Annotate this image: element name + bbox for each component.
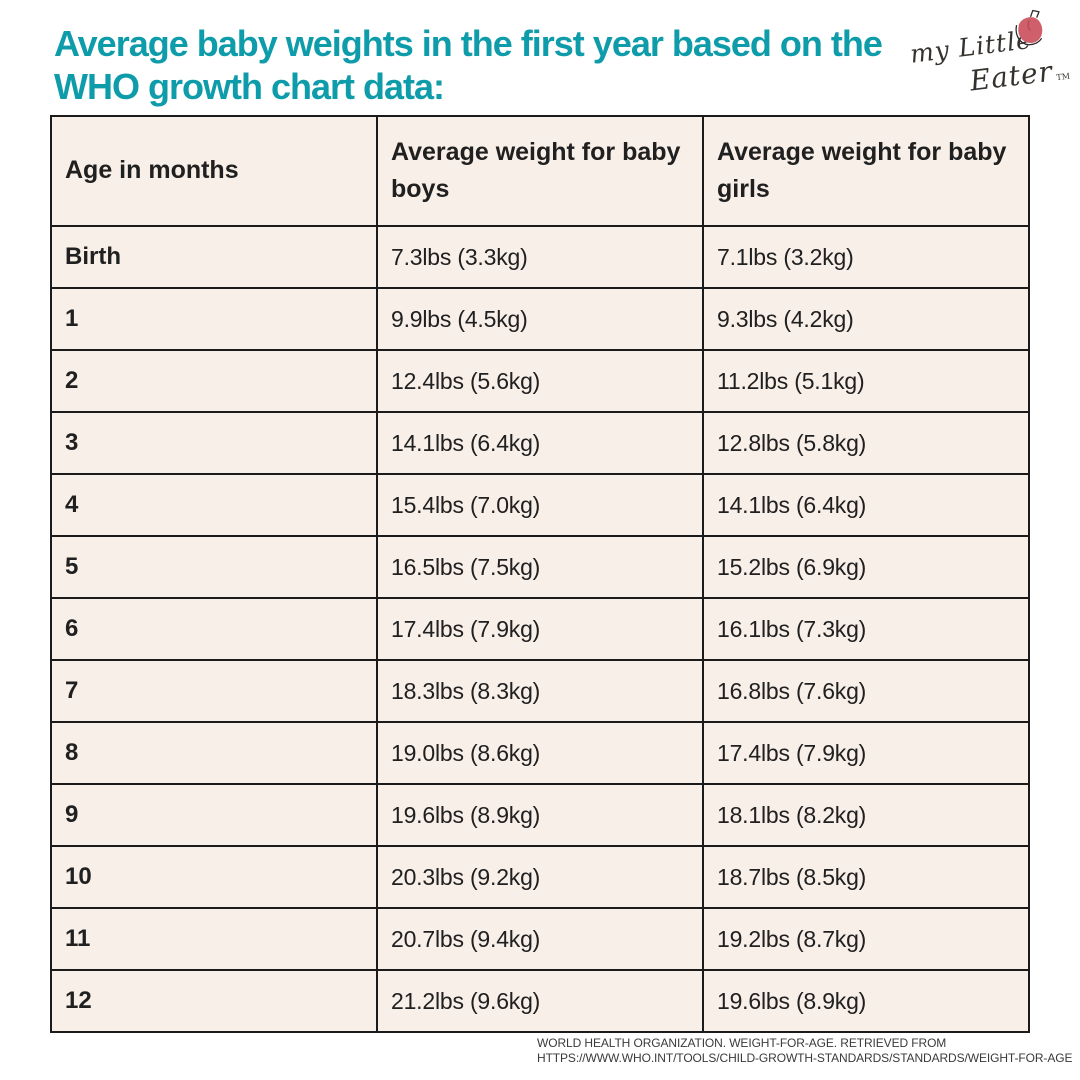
age-cell: 6	[50, 597, 378, 661]
girls-weight-cell: 14.1lbs (6.4kg)	[702, 473, 1030, 537]
age-cell: Birth	[50, 225, 378, 289]
table-row: 1 9.9lbs (4.5kg) 9.3lbs (4.2kg)	[50, 287, 1030, 351]
baby-weights-table: Age in months Average weight for baby bo…	[50, 115, 1030, 1033]
boys-weight-cell: 14.1lbs (6.4kg)	[376, 411, 704, 475]
girls-weight-cell: 12.8lbs (5.8kg)	[702, 411, 1030, 475]
table-row: 5 16.5lbs (7.5kg) 15.2lbs (6.9kg)	[50, 535, 1030, 599]
age-cell: 4	[50, 473, 378, 537]
table-row: 12 21.2lbs (9.6kg) 19.6lbs (8.9kg)	[50, 969, 1030, 1033]
boys-weight-cell: 20.3lbs (9.2kg)	[376, 845, 704, 909]
table-row: 6 17.4lbs (7.9kg) 16.1lbs (7.3kg)	[50, 597, 1030, 661]
table-row: 4 15.4lbs (7.0kg) 14.1lbs (6.4kg)	[50, 473, 1030, 537]
brand-logo: my Little EaterTM	[901, 4, 1080, 124]
boys-weight-cell: 20.7lbs (9.4kg)	[376, 907, 704, 971]
girls-weight-cell: 18.7lbs (8.5kg)	[702, 845, 1030, 909]
boys-weight-cell: 19.6lbs (8.9kg)	[376, 783, 704, 847]
age-cell: 9	[50, 783, 378, 847]
boys-weight-cell: 12.4lbs (5.6kg)	[376, 349, 704, 413]
age-cell: 8	[50, 721, 378, 785]
age-cell: 5	[50, 535, 378, 599]
boys-weight-cell: 16.5lbs (7.5kg)	[376, 535, 704, 599]
girls-weight-cell: 18.1lbs (8.2kg)	[702, 783, 1030, 847]
girls-weight-cell: 11.2lbs (5.1kg)	[702, 349, 1030, 413]
boys-weight-cell: 18.3lbs (8.3kg)	[376, 659, 704, 723]
source-citation-line2: HTTPS://WWW.WHO.INT/TOOLS/CHILD-GROWTH-S…	[537, 1050, 1073, 1065]
boys-weight-cell: 15.4lbs (7.0kg)	[376, 473, 704, 537]
boys-weight-cell: 19.0lbs (8.6kg)	[376, 721, 704, 785]
girls-weight-cell: 15.2lbs (6.9kg)	[702, 535, 1030, 599]
girls-weight-cell: 19.6lbs (8.9kg)	[702, 969, 1030, 1033]
age-cell: 11	[50, 907, 378, 971]
boys-weight-cell: 17.4lbs (7.9kg)	[376, 597, 704, 661]
age-cell: 1	[50, 287, 378, 351]
table-header-row: Age in months Average weight for baby bo…	[50, 115, 1030, 227]
column-header-boys: Average weight for baby boys	[376, 115, 704, 227]
girls-weight-cell: 16.1lbs (7.3kg)	[702, 597, 1030, 661]
boys-weight-cell: 7.3lbs (3.3kg)	[376, 225, 704, 289]
age-cell: 2	[50, 349, 378, 413]
page-title: Average baby weights in the first year b…	[54, 23, 883, 108]
table-row: 9 19.6lbs (8.9kg) 18.1lbs (8.2kg)	[50, 783, 1030, 847]
age-cell: 10	[50, 845, 378, 909]
table-row: 3 14.1lbs (6.4kg) 12.8lbs (5.8kg)	[50, 411, 1030, 475]
table-row: 7 18.3lbs (8.3kg) 16.8lbs (7.6kg)	[50, 659, 1030, 723]
girls-weight-cell: 16.8lbs (7.6kg)	[702, 659, 1030, 723]
boys-weight-cell: 21.2lbs (9.6kg)	[376, 969, 704, 1033]
source-citation-line1: WORLD HEALTH ORGANIZATION. WEIGHT-FOR-AG…	[537, 1036, 947, 1050]
girls-weight-cell: 19.2lbs (8.7kg)	[702, 907, 1030, 971]
source-citation: WORLD HEALTH ORGANIZATION. WEIGHT-FOR-AG…	[537, 1036, 1072, 1065]
table-row: 10 20.3lbs (9.2kg) 18.7lbs (8.5kg)	[50, 845, 1030, 909]
brand-logo-eater: Eater	[967, 54, 1055, 98]
trademark-symbol: TM	[1055, 71, 1071, 83]
column-header-girls: Average weight for baby girls	[702, 115, 1030, 227]
table-row: 8 19.0lbs (8.6kg) 17.4lbs (7.9kg)	[50, 721, 1030, 785]
boys-weight-cell: 9.9lbs (4.5kg)	[376, 287, 704, 351]
table-row: 2 12.4lbs (5.6kg) 11.2lbs (5.1kg)	[50, 349, 1030, 413]
table-row: 11 20.7lbs (9.4kg) 19.2lbs (8.7kg)	[50, 907, 1030, 971]
girls-weight-cell: 7.1lbs (3.2kg)	[702, 225, 1030, 289]
girls-weight-cell: 9.3lbs (4.2kg)	[702, 287, 1030, 351]
age-cell: 3	[50, 411, 378, 475]
strawberry-icon	[1015, 9, 1043, 46]
age-cell: 7	[50, 659, 378, 723]
age-cell: 12	[50, 969, 378, 1033]
table-row: Birth 7.3lbs (3.3kg) 7.1lbs (3.2kg)	[50, 225, 1030, 289]
girls-weight-cell: 17.4lbs (7.9kg)	[702, 721, 1030, 785]
column-header-age: Age in months	[50, 115, 378, 227]
